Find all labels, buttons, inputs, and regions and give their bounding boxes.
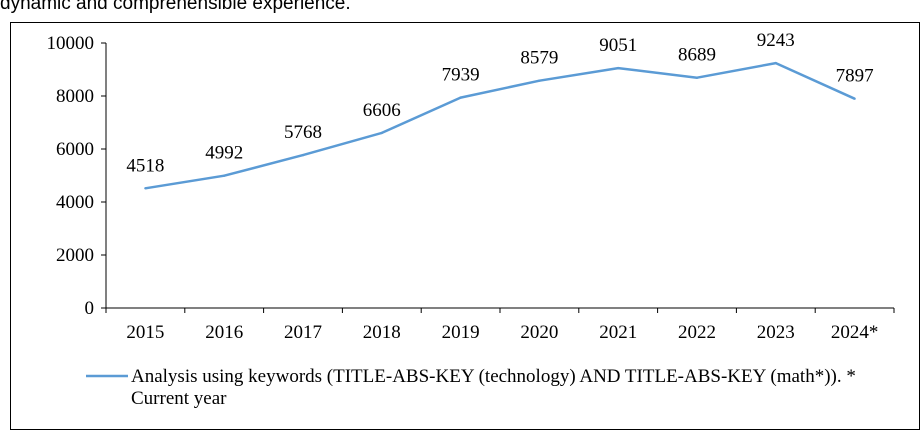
x-axis-ticks: 2015 2016 2017 2018 2019 2020 2021 2022 2023 2024… [105, 308, 895, 343]
data-point [695, 76, 699, 79]
data-label: 9243 [757, 30, 795, 51]
y-tick-label: 4000 [56, 192, 94, 213]
x-tick-label: 2017 [284, 322, 322, 343]
data-labels: 4518 4992 5768 6606 7939 8579 9051 8689 9243 7897 [126, 30, 873, 176]
y-tick-label: 8000 [56, 86, 94, 107]
y-tick-label: 0 [85, 298, 95, 319]
data-point [301, 153, 305, 157]
data-label: 5768 [284, 122, 322, 143]
data-point [617, 66, 620, 70]
data-label: 6606 [363, 100, 401, 121]
x-tick-label: 2024* [831, 322, 879, 343]
chart-frame [10, 22, 920, 430]
y-tick-label: 10000 [47, 33, 95, 54]
data-point [380, 131, 383, 135]
data-point [144, 187, 147, 190]
x-tick-label: 2018 [363, 322, 401, 343]
preceding-text-line: dynamic and comprehensible experience. [0, 0, 351, 14]
data-point [459, 96, 462, 99]
data-label: 4992 [205, 143, 243, 164]
data-label: 8689 [678, 45, 716, 66]
data-point [538, 79, 541, 82]
y-tick-label: 2000 [56, 245, 94, 266]
data-label: 8579 [520, 48, 558, 69]
series-layer [144, 61, 856, 190]
data-point [853, 97, 856, 100]
x-tick-label: 2019 [442, 322, 480, 343]
x-tick-label: 2016 [205, 322, 243, 343]
series-line [145, 61, 856, 190]
data-label: 7897 [836, 66, 874, 87]
y-axis-ticks: 0 2000 4000 6000 8000 10000 [47, 33, 106, 319]
data-label: 9051 [599, 35, 637, 56]
x-tick-label: 2022 [678, 322, 716, 343]
data-point [774, 61, 777, 65]
y-tick-label: 6000 [56, 139, 94, 160]
x-tick-label: 2021 [599, 322, 637, 343]
data-label: 7939 [442, 65, 480, 86]
data-point [223, 174, 226, 177]
x-tick-label: 2023 [757, 322, 795, 343]
x-tick-label: 2020 [520, 322, 558, 343]
x-tick-label: 2015 [126, 322, 164, 343]
data-label: 4518 [126, 155, 164, 176]
legend-label: Analysis using keywords (TITLE-ABS-KEY (… [131, 366, 856, 409]
